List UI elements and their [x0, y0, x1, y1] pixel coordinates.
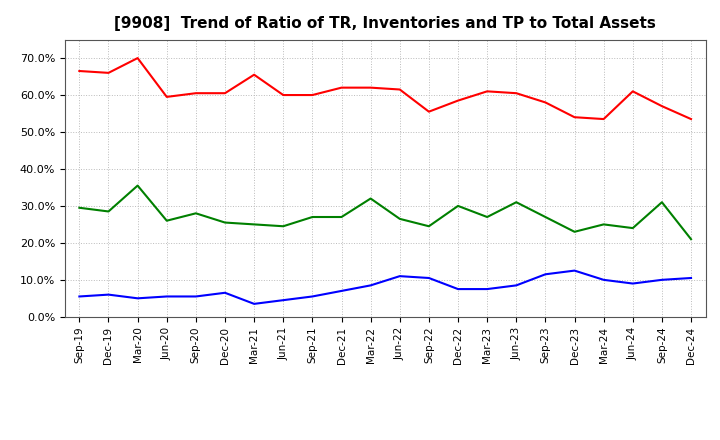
Inventories [425, 275, 433, 281]
Trade Payables [570, 229, 579, 235]
Inventories [395, 274, 404, 279]
Trade Receivables [395, 87, 404, 92]
Inventories [279, 297, 287, 303]
Trade Receivables [512, 91, 521, 96]
Trade Payables [512, 200, 521, 205]
Trade Payables [454, 203, 462, 209]
Trade Receivables [337, 85, 346, 90]
Trade Receivables [133, 55, 142, 61]
Trade Receivables [454, 98, 462, 103]
Inventories [133, 296, 142, 301]
Trade Receivables [629, 89, 637, 94]
Line: Trade Receivables: Trade Receivables [79, 58, 691, 119]
Trade Payables [279, 224, 287, 229]
Inventories [250, 301, 258, 307]
Inventories [192, 294, 200, 299]
Trade Receivables [220, 91, 229, 96]
Trade Payables [629, 225, 637, 231]
Trade Receivables [279, 92, 287, 98]
Inventories [163, 294, 171, 299]
Trade Payables [308, 214, 317, 220]
Inventories [599, 277, 608, 282]
Line: Trade Payables: Trade Payables [79, 186, 691, 239]
Inventories [483, 286, 492, 292]
Inventories [512, 283, 521, 288]
Trade Receivables [250, 72, 258, 77]
Trade Payables [541, 214, 550, 220]
Inventories [687, 275, 696, 281]
Inventories [657, 277, 666, 282]
Trade Receivables [425, 109, 433, 114]
Inventories [337, 288, 346, 293]
Trade Payables [599, 222, 608, 227]
Inventories [629, 281, 637, 286]
Trade Payables [75, 205, 84, 210]
Trade Receivables [366, 85, 375, 90]
Trade Receivables [483, 89, 492, 94]
Trade Payables [687, 237, 696, 242]
Trade Receivables [541, 100, 550, 105]
Inventories [75, 294, 84, 299]
Trade Receivables [163, 94, 171, 99]
Inventories [366, 283, 375, 288]
Trade Receivables [308, 92, 317, 98]
Trade Payables [250, 222, 258, 227]
Trade Payables [366, 196, 375, 201]
Trade Receivables [599, 117, 608, 122]
Trade Payables [395, 216, 404, 221]
Inventories [454, 286, 462, 292]
Trade Payables [337, 214, 346, 220]
Inventories [308, 294, 317, 299]
Trade Payables [483, 214, 492, 220]
Trade Payables [220, 220, 229, 225]
Trade Payables [163, 218, 171, 224]
Trade Receivables [192, 91, 200, 96]
Inventories [104, 292, 113, 297]
Trade Receivables [104, 70, 113, 76]
Trade Receivables [657, 103, 666, 109]
Trade Receivables [75, 68, 84, 73]
Trade Payables [425, 224, 433, 229]
Trade Payables [657, 200, 666, 205]
Trade Payables [133, 183, 142, 188]
Title: [9908]  Trend of Ratio of TR, Inventories and TP to Total Assets: [9908] Trend of Ratio of TR, Inventories… [114, 16, 656, 32]
Inventories [541, 271, 550, 277]
Trade Payables [104, 209, 113, 214]
Trade Receivables [570, 114, 579, 120]
Inventories [570, 268, 579, 273]
Line: Inventories: Inventories [79, 271, 691, 304]
Inventories [220, 290, 229, 295]
Trade Payables [192, 211, 200, 216]
Trade Receivables [687, 117, 696, 122]
